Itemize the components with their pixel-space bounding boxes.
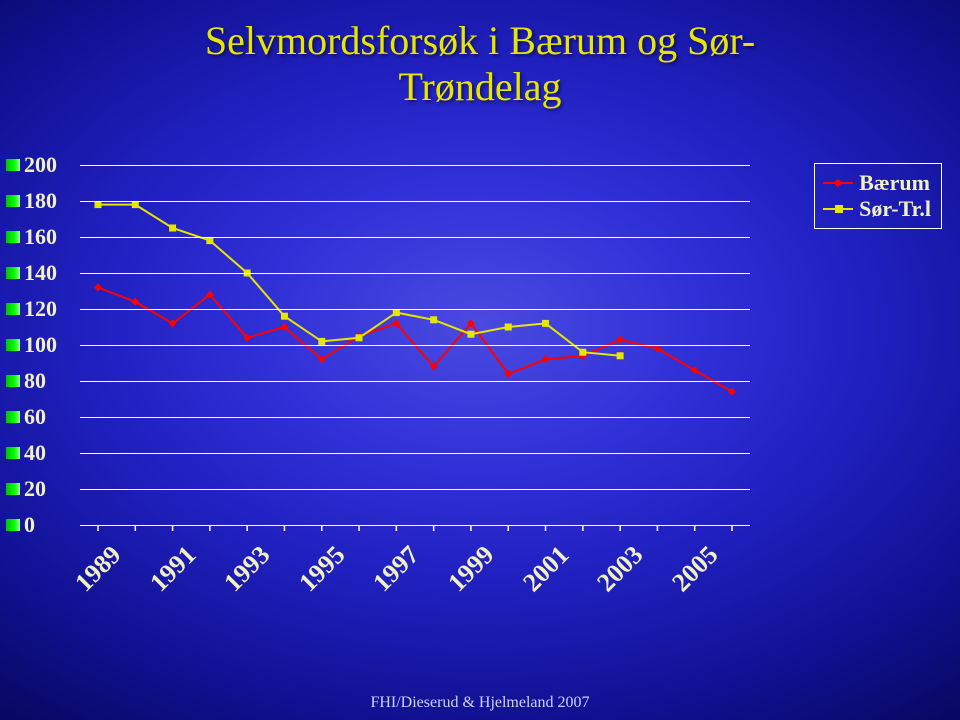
legend-row: Bærum	[823, 170, 931, 196]
marker-square	[579, 349, 586, 356]
marker-square	[505, 324, 512, 331]
marker-square	[132, 201, 139, 208]
xtick-label: 1993	[199, 540, 277, 618]
ytick-label: 80	[24, 368, 68, 394]
xtick-label: 1999	[422, 540, 500, 618]
chart-footer: FHI/Dieserud & Hjelmeland 2007	[0, 694, 960, 712]
gridline	[80, 237, 750, 238]
xtick-label: 2005	[646, 540, 724, 618]
legend-line	[823, 182, 853, 184]
ytick-label: 140	[24, 260, 68, 286]
ytick-label: 200	[24, 152, 68, 178]
marker-square	[318, 338, 325, 345]
diamond-icon	[834, 179, 842, 187]
ytick-bullet	[6, 195, 20, 207]
marker-diamond	[616, 336, 624, 344]
chart-title: Selvmordsforsøk i Bærum og Sør- Trøndela…	[0, 18, 960, 110]
ytick-bullet	[6, 159, 20, 171]
ytick-bullet	[6, 411, 20, 423]
legend-label: Bærum	[859, 170, 930, 196]
title-line-2: Trøndelag	[399, 64, 562, 109]
xtick-label: 1991	[124, 540, 202, 618]
legend-row: Sør-Tr.l	[823, 196, 931, 222]
footer-text: FHI/Dieserud & Hjelmeland 2007	[370, 694, 589, 711]
ytick-bullet	[6, 483, 20, 495]
ytick-bullet	[6, 447, 20, 459]
gridline	[80, 273, 750, 274]
marker-diamond	[691, 366, 699, 374]
title-line-1: Selvmordsforsøk i Bærum og Sør-	[205, 18, 755, 63]
gridline	[80, 165, 750, 166]
marker-square	[95, 201, 102, 208]
gridline	[80, 489, 750, 490]
marker-square	[169, 225, 176, 232]
chart-legend: BærumSør-Tr.l	[814, 163, 942, 229]
ytick-bullet	[6, 339, 20, 351]
ytick-label: 60	[24, 404, 68, 430]
ytick-label: 0	[24, 512, 68, 538]
ytick-bullet	[6, 375, 20, 387]
gridline	[80, 345, 750, 346]
marker-diamond	[542, 355, 550, 363]
marker-square	[281, 313, 288, 320]
ytick-label: 160	[24, 224, 68, 250]
marker-square	[617, 352, 624, 359]
xtick-label: 1997	[348, 540, 426, 618]
xtick-label: 2001	[497, 540, 575, 618]
ytick-label: 40	[24, 440, 68, 466]
ytick-bullet	[6, 231, 20, 243]
xtick-label: 1989	[49, 540, 127, 618]
legend-line	[823, 208, 853, 210]
gridline	[80, 417, 750, 418]
series-line-Bærum	[98, 287, 732, 391]
y-axis-labels: 200180160140120100806040200	[0, 165, 70, 525]
gridline	[80, 453, 750, 454]
marker-square	[430, 316, 437, 323]
square-icon	[835, 205, 843, 213]
marker-square	[356, 334, 363, 341]
marker-diamond	[728, 388, 736, 396]
marker-diamond	[131, 298, 139, 306]
marker-diamond	[94, 283, 102, 291]
gridline	[80, 381, 750, 382]
ytick-label: 180	[24, 188, 68, 214]
marker-square	[467, 331, 474, 338]
gridline	[80, 525, 750, 526]
legend-label: Sør-Tr.l	[859, 196, 931, 222]
xtick-label: 1995	[273, 540, 351, 618]
marker-square	[206, 237, 213, 244]
ytick-bullet	[6, 519, 20, 531]
ytick-label: 120	[24, 296, 68, 322]
ytick-bullet	[6, 267, 20, 279]
xtick-label: 2003	[572, 540, 650, 618]
marker-square	[542, 320, 549, 327]
marker-square	[393, 309, 400, 316]
chart-plot-area	[80, 165, 750, 525]
ytick-label: 100	[24, 332, 68, 358]
ytick-bullet	[6, 303, 20, 315]
gridline	[80, 201, 750, 202]
gridline	[80, 309, 750, 310]
ytick-label: 20	[24, 476, 68, 502]
